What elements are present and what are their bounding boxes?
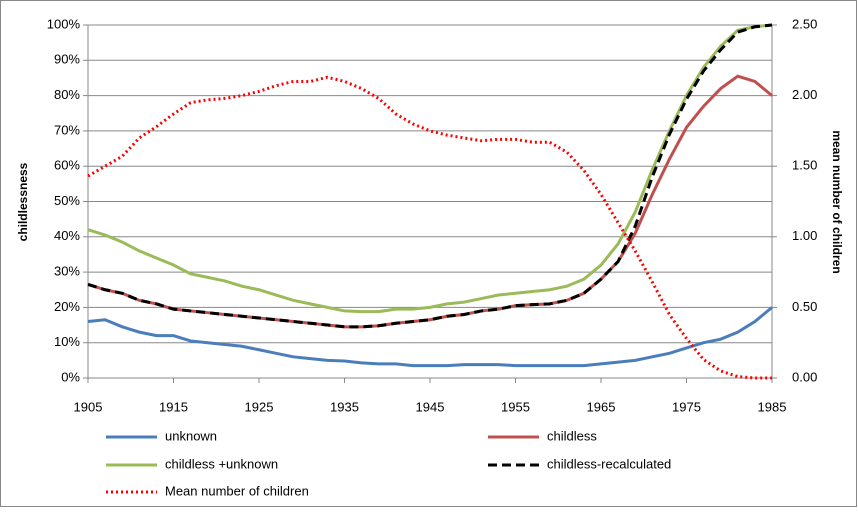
y2-tick-label: 1.50 bbox=[792, 158, 817, 173]
y-tick-label: 20% bbox=[54, 299, 80, 314]
legend-label: Mean number of children bbox=[165, 483, 309, 498]
x-tick-label: 1935 bbox=[330, 399, 359, 414]
x-tick-label: 1915 bbox=[159, 399, 188, 414]
x-tick-label: 1985 bbox=[758, 399, 787, 414]
y-tick-label: 90% bbox=[54, 52, 80, 67]
series-line bbox=[87, 23, 773, 329]
y-tick-label: 0% bbox=[61, 369, 80, 384]
y2-tick-label: 0.00 bbox=[792, 369, 817, 384]
y2-tick-label: 1.00 bbox=[792, 228, 817, 243]
x-tick-label: 1975 bbox=[672, 399, 701, 414]
y-tick-label: 60% bbox=[54, 158, 80, 173]
y-tick-label: 70% bbox=[54, 122, 80, 137]
y-tick-label: 40% bbox=[54, 228, 80, 243]
x-tick-label: 1965 bbox=[587, 399, 616, 414]
legend-label: childless-recalculated bbox=[547, 456, 671, 471]
series-line bbox=[87, 23, 773, 314]
y2-tick-label: 2.00 bbox=[792, 87, 817, 102]
legend-label: childless +unknown bbox=[165, 456, 278, 471]
y-tick-label: 50% bbox=[54, 193, 80, 208]
y2-tick-label: 0.50 bbox=[792, 299, 817, 314]
series-line bbox=[87, 306, 773, 368]
y-axis-title: childlessness bbox=[16, 162, 30, 241]
legend-label: childless bbox=[547, 428, 597, 443]
y-tick-label: 80% bbox=[54, 87, 80, 102]
x-tick-label: 1955 bbox=[501, 399, 530, 414]
legend-label: unknown bbox=[165, 428, 217, 443]
y-tick-label: 100% bbox=[47, 16, 81, 31]
y2-axis-title: mean number of children bbox=[830, 130, 844, 273]
x-tick-label: 1925 bbox=[245, 399, 274, 414]
x-tick-label: 1945 bbox=[416, 399, 445, 414]
x-tick-label: 1905 bbox=[74, 399, 103, 414]
y2-tick-label: 2.50 bbox=[792, 16, 817, 31]
y-tick-label: 30% bbox=[54, 264, 80, 279]
y-tick-label: 10% bbox=[54, 334, 80, 349]
